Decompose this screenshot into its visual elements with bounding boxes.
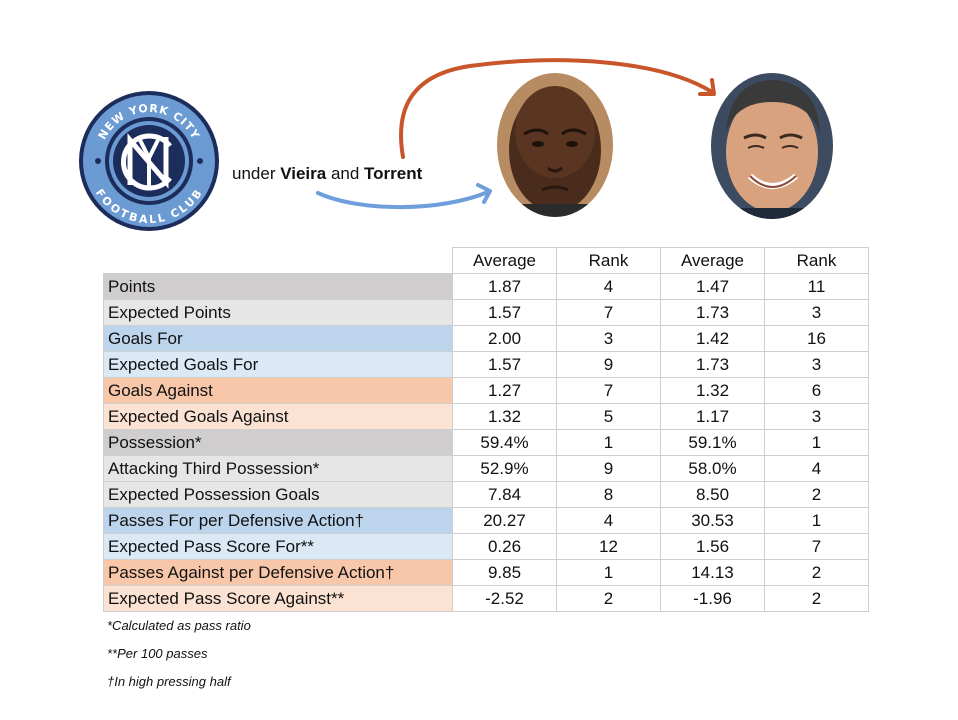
table-row: Points 1.87 4 1.47 11 — [103, 273, 869, 300]
row-value: 1 — [556, 429, 661, 456]
row-value: 1.42 — [660, 325, 765, 352]
row-value: 7 — [764, 533, 869, 560]
coach-vieira: Vieira — [280, 164, 327, 183]
row-value: 2 — [764, 559, 869, 586]
row-value: 1.17 — [660, 403, 765, 430]
row-value: 20.27 — [452, 507, 557, 534]
row-value: 2 — [556, 585, 661, 612]
row-label: Attacking Third Possession* — [103, 455, 453, 482]
torrent-portrait — [711, 73, 833, 219]
row-value: 8 — [556, 481, 661, 508]
row-value: -2.52 — [452, 585, 557, 612]
row-value: 30.53 — [660, 507, 765, 534]
blue-arrow — [316, 190, 490, 210]
row-value: 1.56 — [660, 533, 765, 560]
caption: under Vieira and Torrent — [232, 164, 423, 183]
row-value: 2 — [764, 585, 869, 612]
row-value: 6 — [764, 377, 869, 404]
row-label: Passes Against per Defensive Action† — [103, 559, 453, 586]
row-value: 1 — [556, 559, 661, 586]
table-row: Passes Against per Defensive Action† 9.85… — [103, 559, 869, 586]
row-value: 59.4% — [452, 429, 557, 456]
header-average-2: Average — [660, 247, 765, 274]
row-value: 1 — [764, 429, 869, 456]
coach-torrent: Torrent — [364, 164, 423, 183]
table-row: Goals Against 1.27 7 1.32 6 — [103, 377, 869, 404]
row-value: 1.47 — [660, 273, 765, 300]
row-value: 1.87 — [452, 273, 557, 300]
table-row: Goals For 2.00 3 1.42 16 — [103, 325, 869, 352]
row-value: 9.85 — [452, 559, 557, 586]
row-value: 7 — [556, 377, 661, 404]
row-label: Goals Against — [103, 377, 453, 404]
row-value: 16 — [764, 325, 869, 352]
header-rank-1: Rank — [556, 247, 661, 274]
table-row: Expected Pass Score Against** -2.52 2 -1.96… — [103, 585, 869, 612]
table-row: Expected Points 1.57 7 1.73 3 — [103, 299, 869, 326]
row-value: 4 — [556, 507, 661, 534]
footnote: *Calculated as pass ratio — [107, 618, 251, 633]
row-value: 7.84 — [452, 481, 557, 508]
row-label: Expected Possession Goals — [103, 481, 453, 508]
row-value: 3 — [556, 325, 661, 352]
row-value: 1.32 — [452, 403, 557, 430]
row-label: Expected Pass Score For** — [103, 533, 453, 560]
row-value: 59.1% — [660, 429, 765, 456]
nycfc-logo: NEW YORK CITY FOOTBALL CLUB — [79, 91, 219, 231]
table-row: Expected Goals For 1.57 9 1.73 3 — [103, 351, 869, 378]
row-value: 1.32 — [660, 377, 765, 404]
row-label: Points — [103, 273, 453, 300]
row-value: 9 — [556, 455, 661, 482]
row-label: Passes For per Defensive Action† — [103, 507, 453, 534]
footnote: †In high pressing half — [107, 674, 231, 689]
table-row: Attacking Third Possession* 52.9% 9 58.0% 4 — [103, 455, 869, 482]
row-value: 1.57 — [452, 351, 557, 378]
row-label: Expected Pass Score Against** — [103, 585, 453, 612]
footnote: **Per 100 passes — [107, 646, 208, 661]
footnotes: *Calculated as pass ratio **Per 100 pass… — [107, 618, 251, 702]
table-row: Expected Goals Against 1.32 5 1.17 3 — [103, 403, 869, 430]
header-rank-2: Rank — [764, 247, 869, 274]
row-value: 1 — [764, 507, 869, 534]
row-value: 52.9% — [452, 455, 557, 482]
table-row: Possession* 59.4% 1 59.1% 1 — [103, 429, 869, 456]
row-value: 3 — [764, 351, 869, 378]
header-average-1: Average — [452, 247, 557, 274]
vieira-portrait — [497, 73, 613, 217]
row-value: 7 — [556, 299, 661, 326]
header-row: Average Rank Average Rank — [104, 247, 869, 274]
row-value: 1.57 — [452, 299, 557, 326]
row-value: 5 — [556, 403, 661, 430]
row-value: 9 — [556, 351, 661, 378]
row-value: 4 — [764, 455, 869, 482]
row-value: 1.73 — [660, 351, 765, 378]
stats-table: Average Rank Average Rank Points 1.87 4 1.4… — [103, 247, 869, 612]
table-row: Expected Pass Score For** 0.26 12 1.56 7 — [103, 533, 869, 560]
row-value: 58.0% — [660, 455, 765, 482]
row-value: 14.13 — [660, 559, 765, 586]
row-value: 4 — [556, 273, 661, 300]
row-value: 3 — [764, 299, 869, 326]
table-row: Passes For per Defensive Action† 20.27 4 30… — [103, 507, 869, 534]
row-value: 2.00 — [452, 325, 557, 352]
row-value: 1.27 — [452, 377, 557, 404]
row-value: 12 — [556, 533, 661, 560]
row-value: 8.50 — [660, 481, 765, 508]
row-value: 11 — [764, 273, 869, 300]
row-value: 2 — [764, 481, 869, 508]
row-label: Expected Points — [103, 299, 453, 326]
row-label: Possession* — [103, 429, 453, 456]
table-row: Expected Possession Goals 7.84 8 8.50 2 — [103, 481, 869, 508]
row-label: Expected Goals Against — [103, 403, 453, 430]
row-value: -1.96 — [660, 585, 765, 612]
row-label: Expected Goals For — [103, 351, 453, 378]
row-value: 3 — [764, 403, 869, 430]
row-value: 0.26 — [452, 533, 557, 560]
row-value: 1.73 — [660, 299, 765, 326]
row-label: Goals For — [103, 325, 453, 352]
